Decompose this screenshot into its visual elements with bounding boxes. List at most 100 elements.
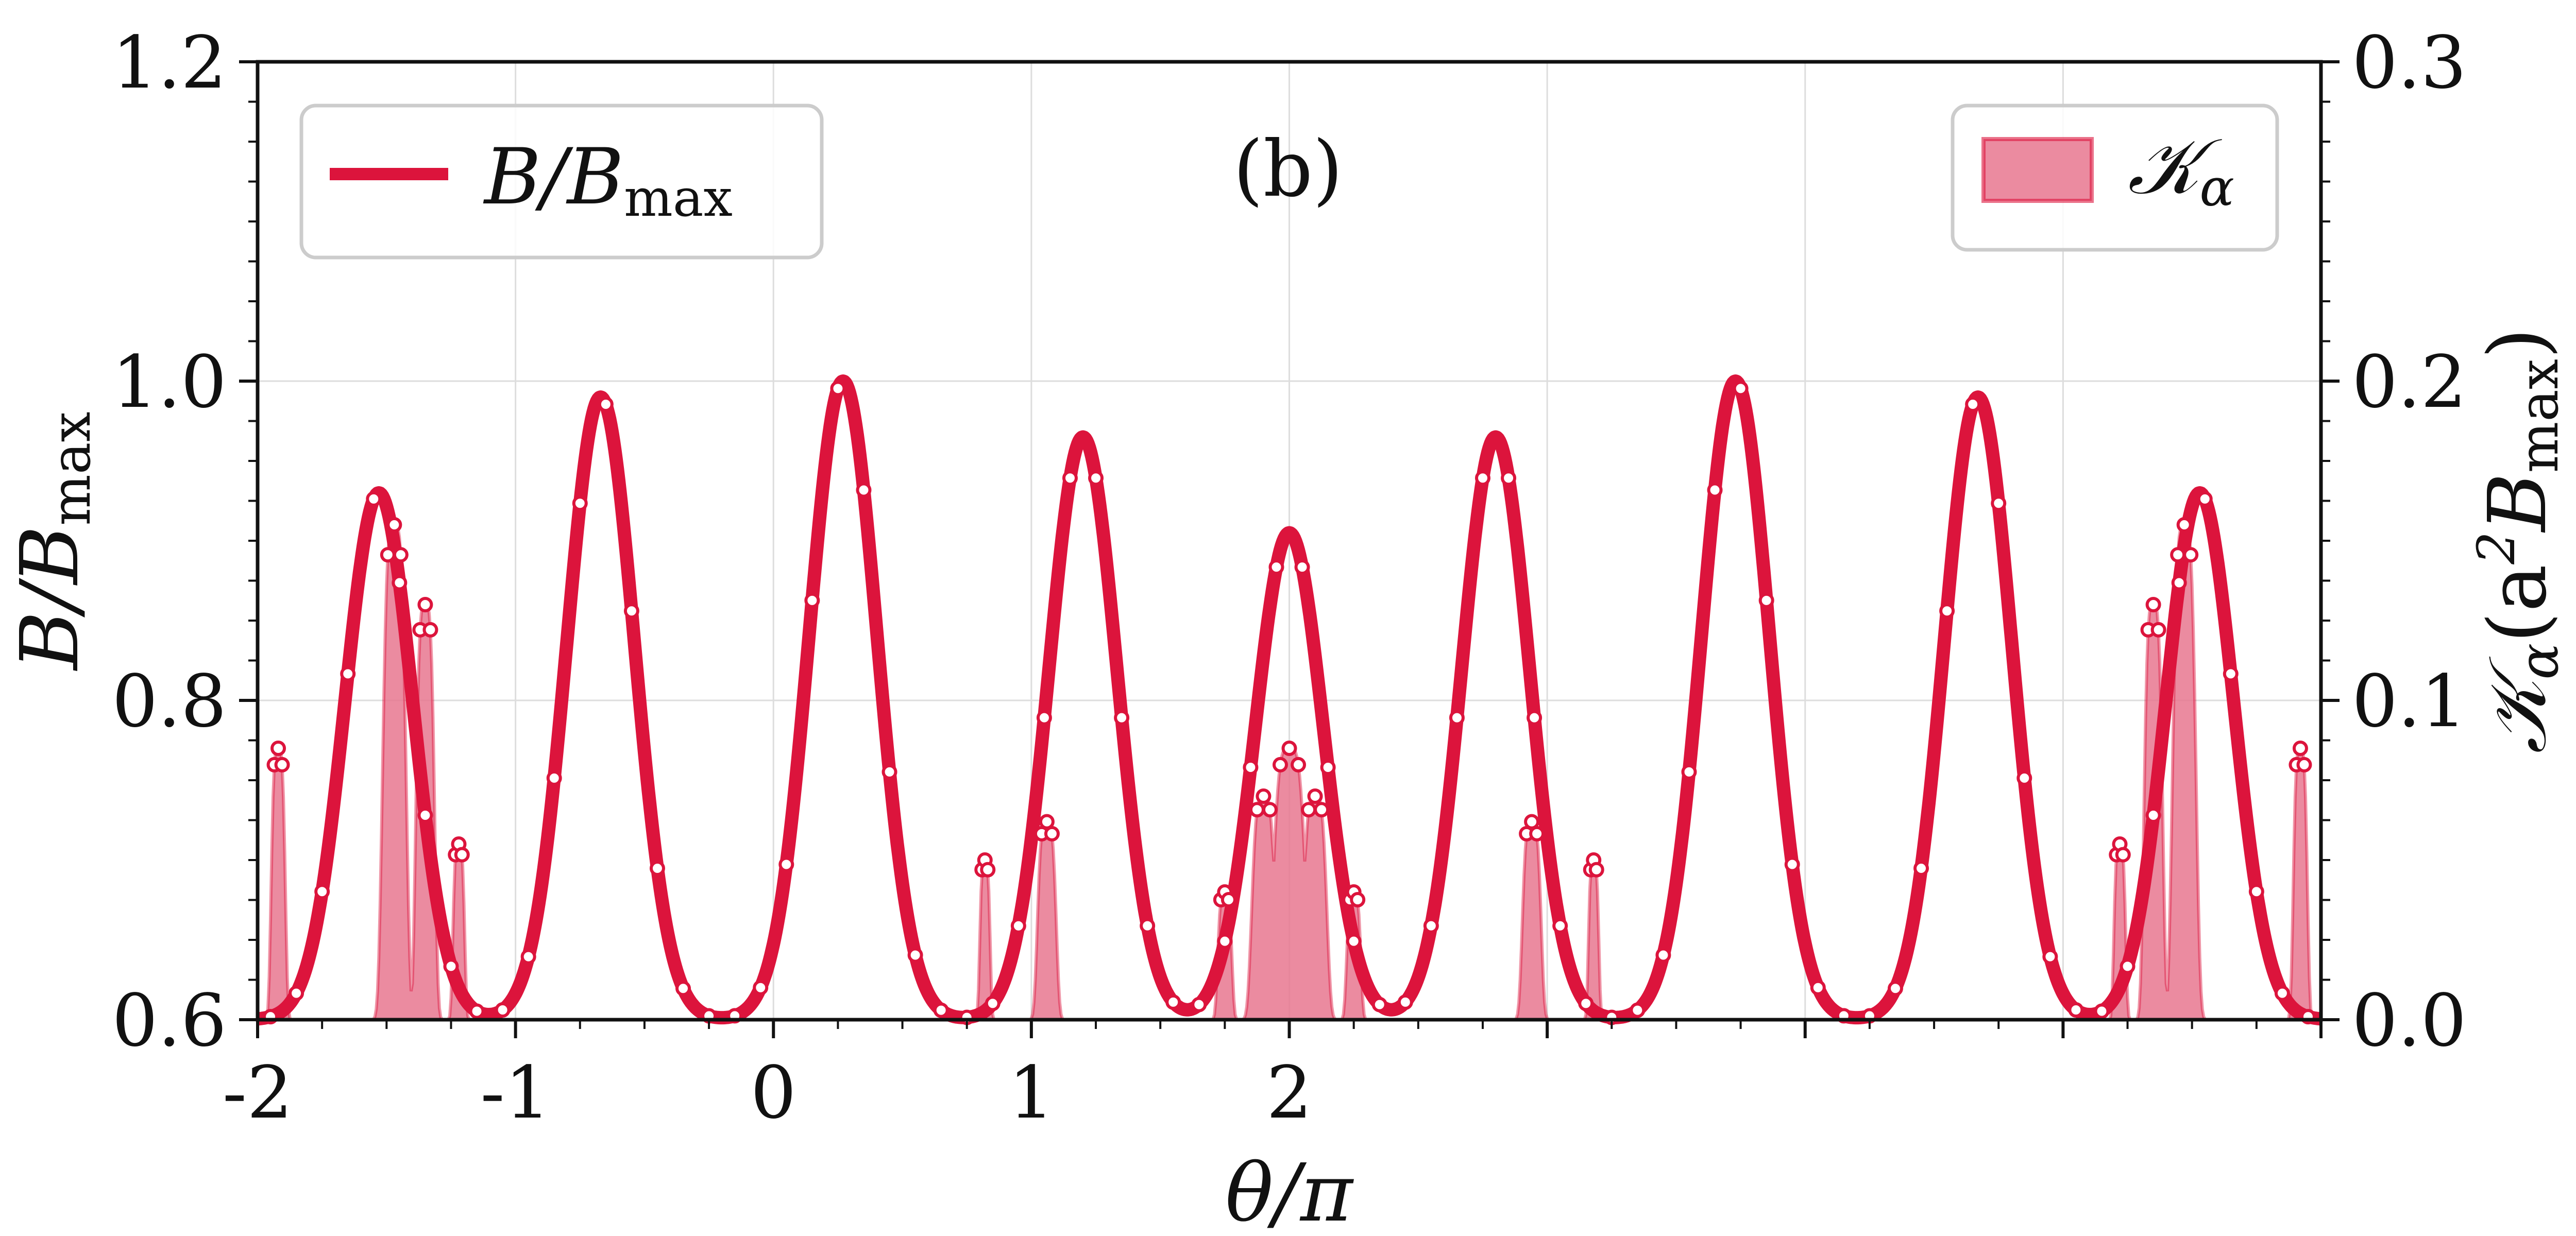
b-marker [907, 947, 923, 963]
legend-b-label: B/Bmax [483, 132, 733, 228]
b-marker [340, 666, 356, 682]
b-marker [2016, 770, 2032, 786]
b-marker [1475, 470, 1490, 486]
b-marker [1268, 559, 1284, 575]
b-marker [1913, 861, 1929, 877]
y-right-tick-label: 0.0 [2352, 979, 2467, 1063]
k-alpha-marker [2150, 622, 2166, 638]
b-marker [1991, 495, 2007, 511]
b-marker [1552, 918, 1568, 934]
b-marker [1784, 856, 1800, 872]
b-marker [830, 381, 846, 397]
b-marker [1630, 1002, 1646, 1018]
b-marker [2120, 958, 2136, 974]
k-alpha-marker [386, 517, 402, 533]
b-markers [263, 381, 2316, 1025]
b-marker [675, 981, 691, 997]
k-alpha-marker [1588, 862, 1604, 878]
y-right-tick-label: 0.3 [2352, 21, 2467, 105]
b-marker [572, 495, 588, 511]
b-marker [1243, 760, 1259, 776]
legend-k-swatch [1981, 137, 2094, 203]
b-marker [649, 861, 665, 877]
b-line [252, 374, 2327, 1026]
k-alpha-marker [1529, 826, 1545, 842]
k-alpha-marker [1524, 814, 1540, 830]
k-alpha-marker [422, 622, 438, 638]
panel-label: (b) [1233, 125, 1343, 214]
b-marker [1733, 381, 1749, 397]
x-tick-label: -2 [223, 1051, 293, 1135]
k-alpha-marker [1039, 814, 1055, 830]
grid [258, 62, 2321, 1020]
k-alpha-marker [1281, 741, 1297, 756]
axis-ticks: -2 -1 0 1 2 0.6 0.8 1.0 1.2 0.0 0.1 0.2 0.3 [112, 21, 2466, 1135]
b-marker [2042, 949, 2058, 965]
k-alpha-marker [1044, 826, 1060, 842]
k-alpha-marker [393, 547, 409, 563]
b-marker [2094, 1003, 2110, 1019]
k-alpha-marker [1262, 802, 1278, 818]
legend-k: 𝒦α [1951, 104, 2279, 252]
k-alpha-marker [1350, 892, 1366, 908]
k-alpha-marker [1314, 802, 1330, 818]
b-marker [1140, 918, 1156, 934]
b-marker [1088, 470, 1104, 486]
y-axis-right-label: 𝒦α(a2Bmax) [2466, 328, 2570, 753]
b-marker [495, 1002, 511, 1018]
b-marker [1887, 981, 1903, 997]
b-marker [753, 980, 769, 995]
k-alpha-marker [1307, 788, 1323, 804]
y-left-tick-label: 0.8 [112, 660, 227, 744]
k-alpha-marker [380, 547, 396, 563]
b-marker [1114, 710, 1130, 726]
b-marker [1010, 918, 1026, 934]
b-marker [1191, 997, 1207, 1012]
b-marker [417, 808, 433, 823]
b-marker [520, 949, 536, 965]
b-marker [2274, 985, 2290, 1001]
k-alpha-marker [2292, 741, 2308, 756]
b-marker [1681, 764, 1697, 780]
x-tick-label: -1 [480, 1051, 550, 1135]
b-marker [1965, 397, 1981, 413]
k-alpha-marker [274, 757, 290, 772]
b-marker [2145, 808, 2161, 823]
b-marker [2248, 884, 2264, 900]
b-marker [598, 397, 614, 413]
k-alpha-marker [454, 847, 470, 863]
k-alpha-marker [417, 597, 433, 612]
b-marker [1346, 933, 1362, 949]
y-left-tick-label: 1.2 [112, 21, 227, 105]
k-alpha-marker [980, 862, 996, 878]
y-right-tick-label: 0.2 [2352, 340, 2467, 424]
b-marker [1371, 997, 1387, 1012]
b-marker [1939, 603, 1955, 619]
b-marker [1449, 710, 1465, 726]
k-alpha-markers [266, 517, 2312, 908]
x-tick-label: 2 [1266, 1051, 1312, 1135]
k-alpha-marker [1272, 757, 1288, 772]
k-alpha-marker [2145, 597, 2161, 612]
b-marker [804, 592, 820, 608]
b-marker [778, 856, 794, 872]
b-marker [2068, 1002, 2084, 1018]
y-right-tick-label: 0.1 [2352, 660, 2467, 744]
b-marker [443, 958, 459, 974]
b-marker [289, 985, 304, 1001]
y-axis-left-label: B/Bmax [3, 411, 103, 671]
k-alpha-marker [1291, 757, 1307, 772]
b-marker [985, 995, 1001, 1011]
b-marker [392, 575, 408, 591]
b-marker [2223, 666, 2239, 682]
b-marker [1165, 994, 1181, 1010]
b-marker [2197, 491, 2213, 507]
legend-b: B/Bmax [299, 104, 824, 260]
b-marker [1707, 482, 1723, 498]
b-marker [1320, 760, 1336, 776]
b-line-series [252, 374, 2327, 1026]
x-tick-label: 1 [1008, 1051, 1054, 1135]
b-marker [1217, 933, 1233, 949]
x-tick-label: 0 [751, 1051, 796, 1135]
